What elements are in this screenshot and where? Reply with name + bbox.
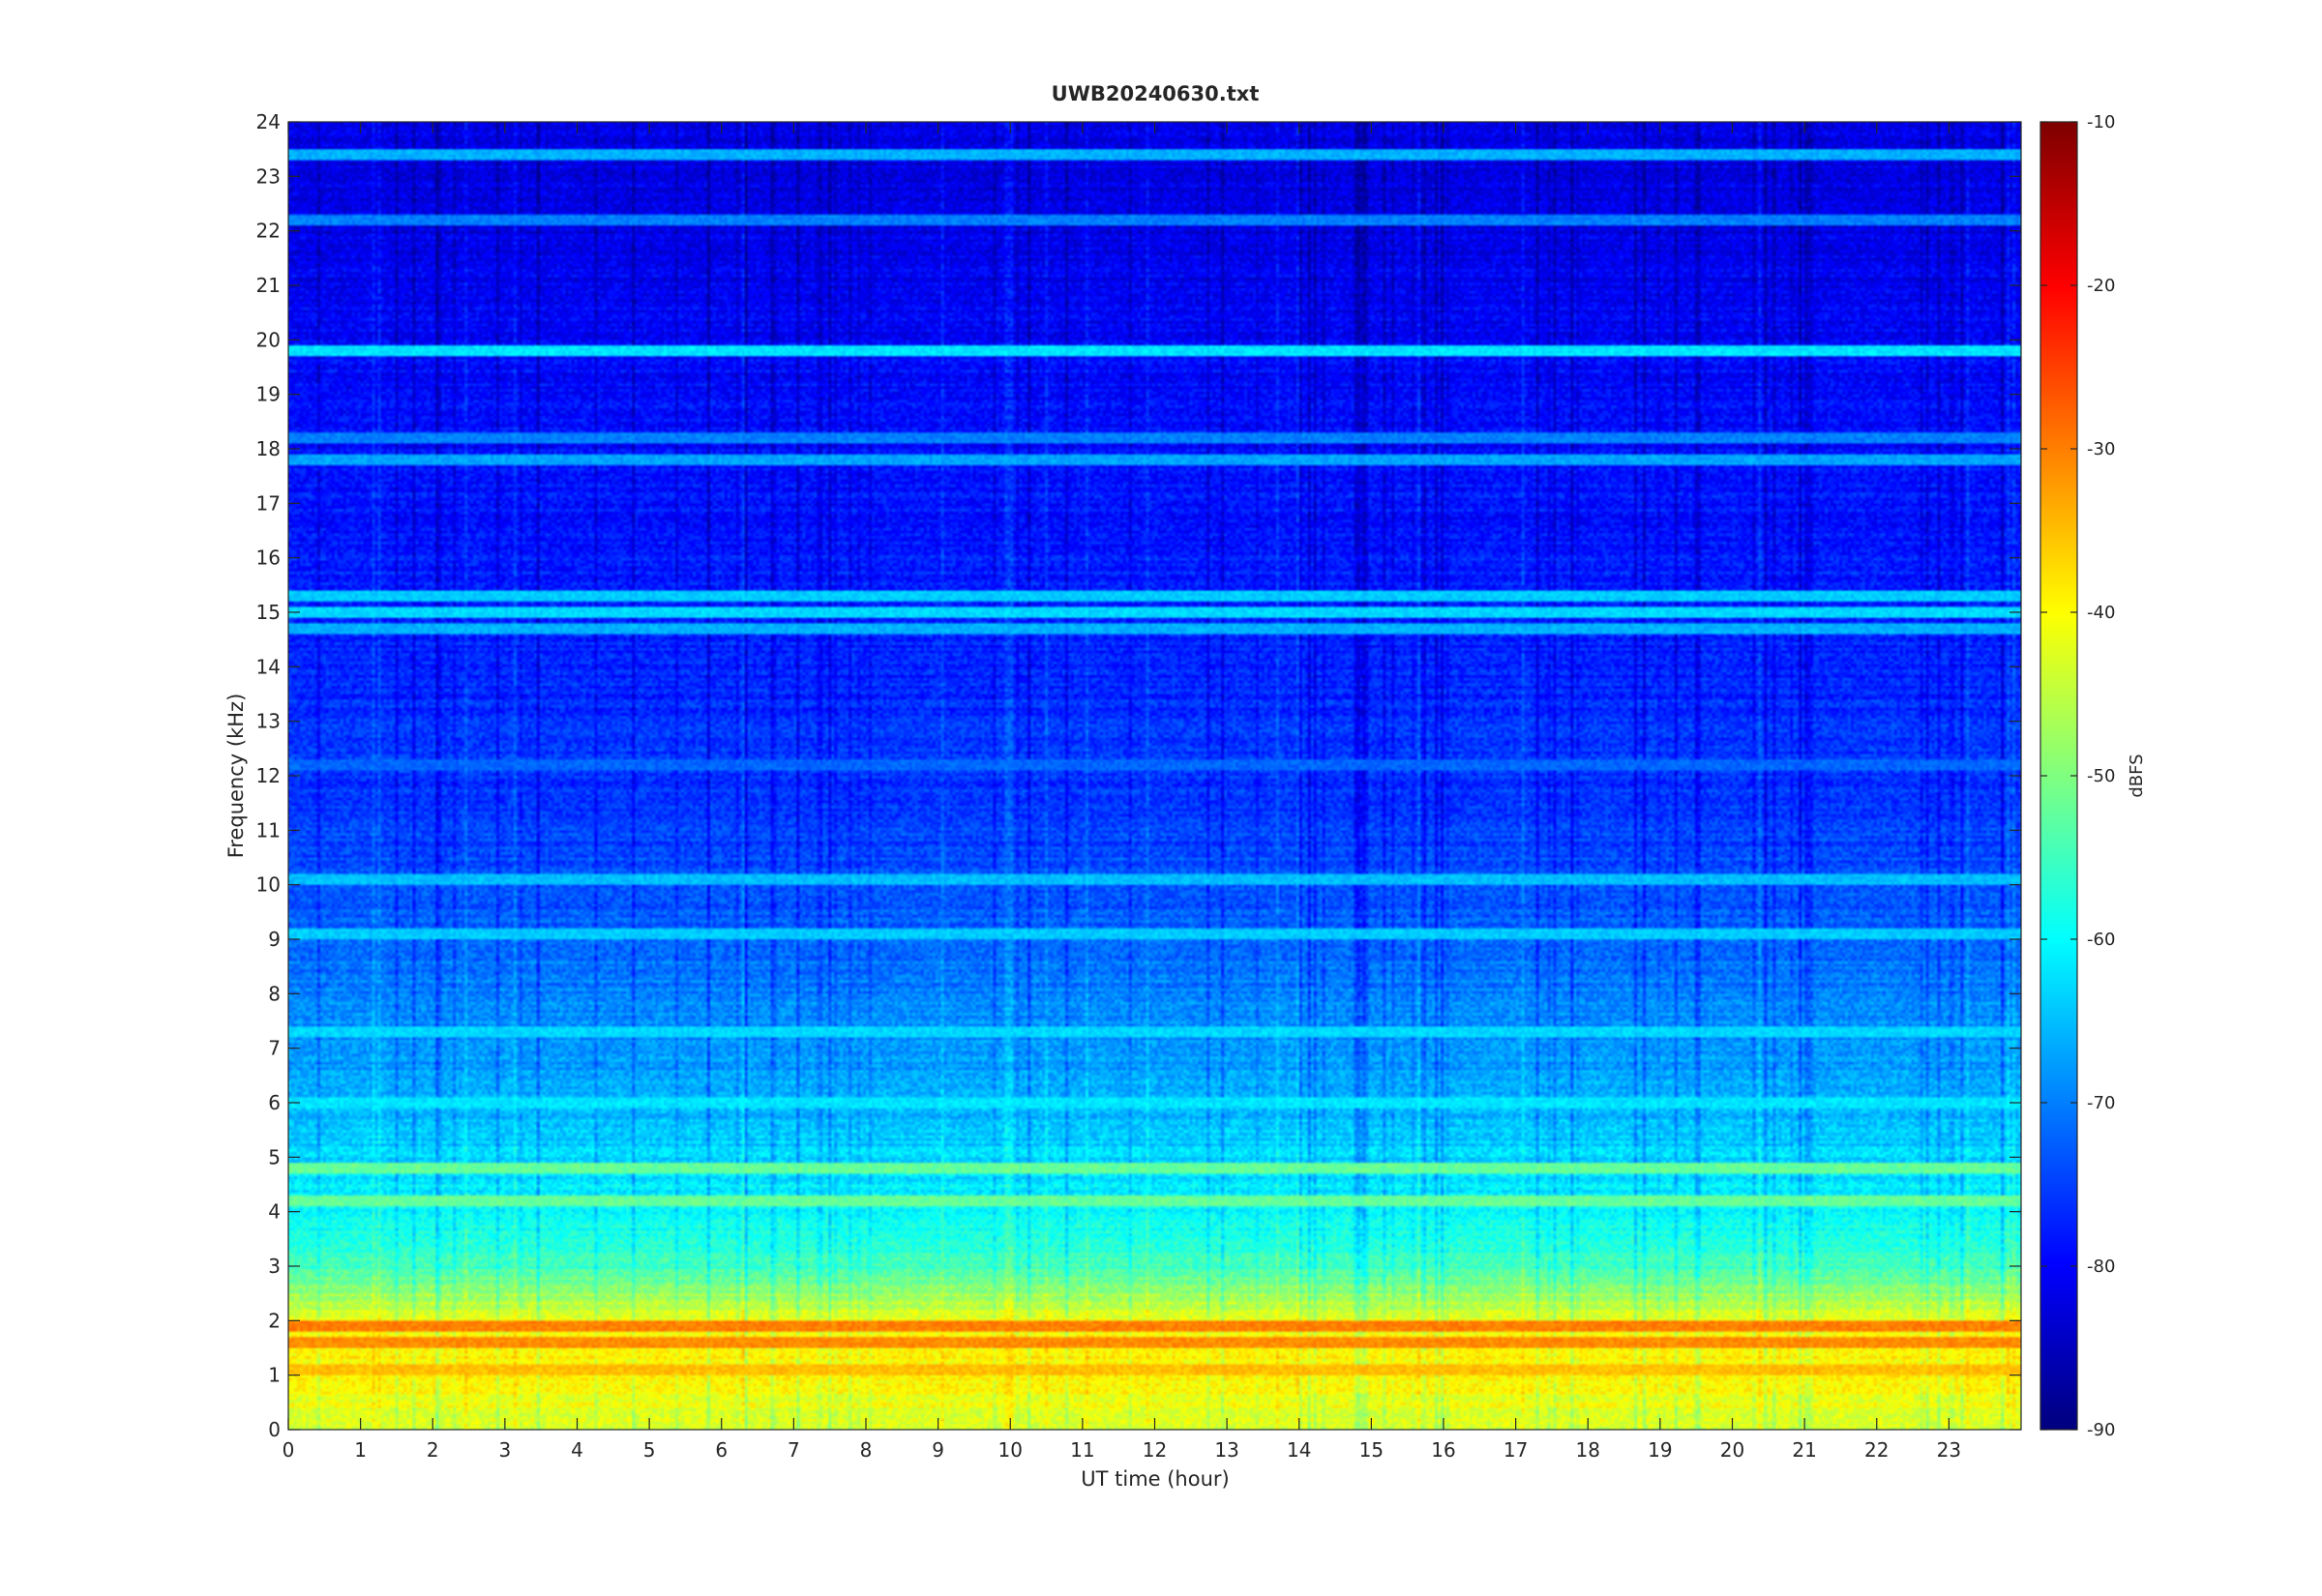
x-tick-label: 6 (715, 1438, 728, 1462)
y-tick-label: 14 (256, 655, 281, 678)
x-tick-label: 10 (998, 1438, 1023, 1462)
x-axis-ticks: 0 1 2 3 4 5 6 7 8 9 10 11 12 13 14 15 16 17 18 19 20 21 22 23 (283, 122, 1961, 1462)
x-tick-label: 5 (643, 1438, 656, 1462)
colorbar-tick-label: -80 (2087, 1256, 2115, 1277)
y-tick-label: 23 (256, 164, 281, 188)
y-tick-label: 10 (256, 873, 281, 897)
x-tick-label: 15 (1359, 1438, 1384, 1462)
colorbar-tick-label: -50 (2087, 766, 2115, 786)
y-tick-label: 16 (256, 547, 281, 570)
y-tick-label: 9 (268, 928, 281, 951)
y-tick-label: 6 (268, 1091, 281, 1114)
colorbar-tick-label: -20 (2087, 276, 2115, 296)
x-tick-label: 22 (1864, 1438, 1889, 1462)
y-tick-label: 2 (268, 1309, 281, 1332)
colorbar-tick-label: -40 (2087, 603, 2115, 623)
y-tick-label: 0 (268, 1418, 281, 1441)
x-tick-label: 18 (1576, 1438, 1600, 1462)
x-tick-label: 20 (1720, 1438, 1744, 1462)
x-tick-label: 12 (1143, 1438, 1167, 1462)
x-tick-label: 14 (1287, 1438, 1311, 1462)
x-tick-label: 7 (788, 1438, 800, 1462)
y-tick-label: 13 (256, 710, 281, 733)
y-tick-label: 8 (268, 982, 281, 1005)
colorbar-tick-label: -10 (2087, 112, 2115, 133)
y-tick-label: 22 (256, 220, 281, 243)
x-tick-label: 3 (499, 1438, 512, 1462)
y-tick-label: 24 (256, 110, 281, 133)
colorbar: -10 -20 -30 -40 -50 -60 -70 -80 -90 dBFS (2039, 112, 2147, 1440)
x-tick-label: 2 (427, 1438, 439, 1462)
spectrogram-heatmap (288, 122, 2021, 1430)
y-tick-label: 12 (256, 764, 281, 787)
x-tick-label: 21 (1792, 1438, 1816, 1462)
x-tick-label: 23 (1937, 1438, 1961, 1462)
colorbar-tick-label: -70 (2087, 1093, 2115, 1113)
plot-area (287, 121, 2022, 1431)
y-tick-label: 7 (268, 1037, 281, 1060)
colorbar-tick-label: -60 (2087, 930, 2115, 950)
y-tick-label: 3 (268, 1255, 281, 1278)
x-tick-label: 9 (932, 1438, 944, 1462)
y-tick-label: 21 (256, 274, 281, 297)
colorbar-tick-label: -30 (2087, 439, 2115, 459)
y-tick-label: 4 (268, 1200, 281, 1224)
x-tick-label: 0 (283, 1438, 295, 1462)
x-axis-label: UT time (hour) (1081, 1467, 1229, 1491)
chart-title: UWB20240630.txt (1052, 82, 1260, 105)
y-tick-label: 5 (268, 1145, 281, 1168)
x-tick-label: 4 (571, 1438, 583, 1462)
y-tick-label: 19 (256, 383, 281, 406)
x-tick-label: 19 (1648, 1438, 1672, 1462)
y-axis-label: Frequency (kHz) (224, 694, 248, 859)
y-tick-label: 20 (256, 328, 281, 351)
colorbar-label: dBFS (2127, 754, 2147, 797)
y-tick-label: 15 (256, 601, 281, 624)
x-tick-label: 17 (1503, 1438, 1528, 1462)
y-tick-label: 11 (256, 818, 281, 842)
colorbar-ticks: -10 -20 -30 -40 -50 -60 -70 -80 -90 (2040, 112, 2115, 1440)
x-tick-label: 13 (1214, 1438, 1238, 1462)
y-tick-label: 17 (256, 491, 281, 515)
y-tick-label: 1 (268, 1364, 281, 1387)
colorbar-tick-label: -90 (2087, 1420, 2115, 1440)
x-tick-label: 11 (1070, 1438, 1094, 1462)
x-tick-label: 16 (1431, 1438, 1455, 1462)
y-tick-label: 18 (256, 437, 281, 460)
x-tick-label: 1 (354, 1438, 367, 1462)
x-tick-label: 8 (860, 1438, 873, 1462)
